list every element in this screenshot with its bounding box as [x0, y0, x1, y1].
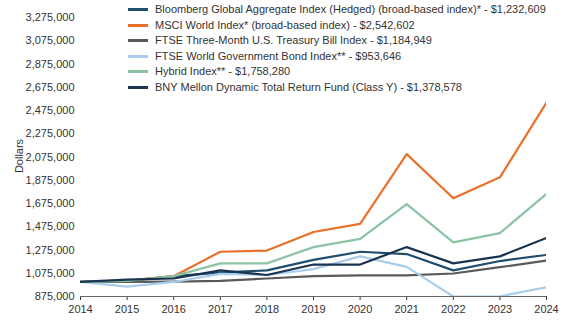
svg-text:1,275,000: 1,275,000: [26, 244, 75, 256]
svg-text:2022: 2022: [441, 303, 465, 315]
html-text:FTSE Three-Month U.S. Treasury: FTSE Three-Month U.S. Treasury Bill Inde…: [155, 34, 432, 46]
svg-text:3,275,000: 3,275,000: [26, 11, 75, 23]
svg-text:2014: 2014: [68, 303, 92, 315]
svg-text:2018: 2018: [255, 303, 279, 315]
svg-text:1,875,000: 1,875,000: [26, 174, 75, 186]
svg-text:2021: 2021: [394, 303, 418, 315]
html-text:Bloomberg Global Aggregate Ind: Bloomberg Global Aggregate Index (Hedged…: [155, 3, 546, 15]
svg-text:2019: 2019: [301, 303, 325, 315]
html-text:Hybrid Index** - $1,758,280: Hybrid Index** - $1,758,280: [155, 65, 291, 77]
svg-text:2,275,000: 2,275,000: [26, 127, 75, 139]
svg-text:2023: 2023: [488, 303, 512, 315]
svg-text:2,875,000: 2,875,000: [26, 58, 75, 70]
svg-text:2015: 2015: [115, 303, 139, 315]
html-text:BNY Mellon Dynamic Total Retur: BNY Mellon Dynamic Total Return Fund (Cl…: [155, 80, 462, 93]
svg-text:2020: 2020: [348, 303, 372, 315]
svg-text:1,075,000: 1,075,000: [26, 267, 75, 279]
svg-text:2017: 2017: [208, 303, 232, 315]
svg-text:1,475,000: 1,475,000: [26, 220, 75, 232]
html-text:MSCI World Index* (broad-based: MSCI World Index* (broad-based index) - …: [155, 18, 415, 31]
svg-text:2016: 2016: [161, 303, 185, 315]
svg-text:1,675,000: 1,675,000: [26, 197, 75, 209]
svg-text:2,475,000: 2,475,000: [26, 104, 75, 116]
svg-text:2024: 2024: [534, 303, 558, 315]
svg-text:875,000: 875,000: [35, 290, 75, 302]
html-text:FTSE World Government Bond Ind: FTSE World Government Bond Index** - $95…: [155, 49, 402, 62]
svg-text:3,075,000: 3,075,000: [26, 34, 75, 46]
svg-text:2,675,000: 2,675,000: [26, 81, 75, 93]
svg-text:2,075,000: 2,075,000: [26, 151, 75, 163]
html-text:Dollars: Dollars: [13, 138, 26, 174]
